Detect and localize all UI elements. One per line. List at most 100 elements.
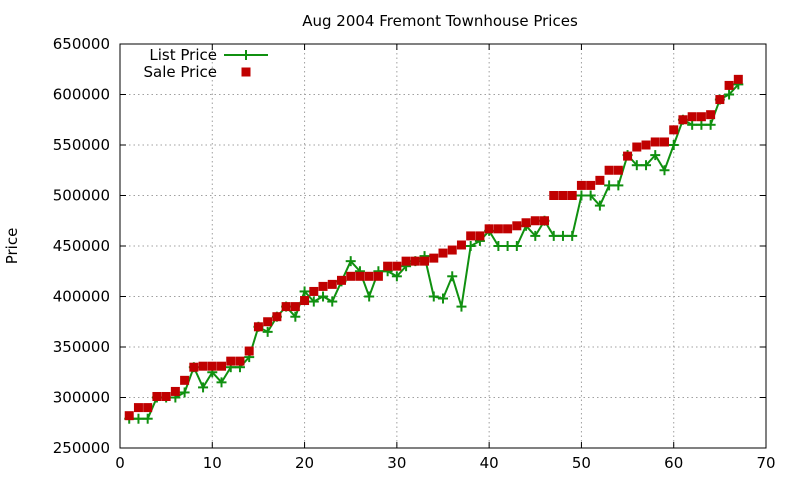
list-price-point [299, 286, 310, 297]
x-tick-label: 10 [203, 454, 222, 472]
sale-price-point [659, 137, 669, 147]
sale-price-point [281, 302, 291, 312]
y-tick-label: 600000 [53, 86, 110, 104]
sale-price-point [152, 391, 162, 401]
sale-price-point [420, 256, 430, 266]
legend-label-list-price: List Price [149, 46, 217, 64]
sale-price-point [466, 231, 476, 241]
y-tick-label: 300000 [53, 389, 110, 407]
list-price-point [447, 271, 458, 282]
sale-price-point [226, 356, 236, 366]
list-price-point [290, 311, 301, 322]
sale-price-point [503, 224, 513, 234]
sale-price-point [521, 218, 531, 228]
sale-price-point [383, 261, 393, 271]
series-sale-price [124, 74, 743, 421]
data-series [124, 74, 744, 424]
list-price-point [594, 200, 605, 211]
sale-price-point [124, 411, 134, 421]
sale-price-point [650, 137, 660, 147]
sale-price-point [549, 191, 559, 200]
list-price-point [142, 413, 153, 424]
axis-ticks: 0 10 20 30 40 50 60 70 250000 300000 350000 400000 4… [53, 35, 776, 472]
x-tick-label: 50 [572, 454, 591, 472]
y-tick-label: 400000 [53, 288, 110, 306]
x-tick-label: 70 [756, 454, 775, 472]
y-tick-label: 500000 [53, 187, 110, 205]
sale-price-point [493, 224, 503, 234]
sale-price-point [235, 356, 245, 366]
list-price-point [724, 89, 735, 100]
sale-price-point [355, 271, 365, 281]
x-tick-label: 60 [664, 454, 683, 472]
list-price-point [696, 119, 707, 130]
list-price-point [438, 293, 448, 304]
x-tick-label: 20 [295, 454, 314, 472]
list-price-point [705, 119, 716, 130]
sale-price-point [715, 95, 725, 105]
sale-price-point [217, 361, 227, 371]
series-list-price [124, 79, 744, 424]
sale-price-point [170, 386, 180, 396]
sale-price-point [540, 216, 550, 226]
list-price-point [318, 291, 329, 302]
list-price-point [530, 230, 541, 241]
sale-price-point [207, 361, 217, 371]
sale-price-point [447, 245, 457, 255]
sale-price-point [429, 253, 439, 263]
y-tick-label: 450000 [53, 237, 110, 255]
legend-marker-sale-price [241, 67, 251, 77]
sale-price-point [392, 261, 402, 271]
list-price-point [327, 296, 338, 307]
list-price-point [659, 165, 670, 176]
list-price-point [262, 326, 273, 337]
sale-price-point [373, 271, 383, 281]
y-tick-label: 250000 [53, 439, 110, 457]
list-price-point [641, 160, 652, 171]
sale-price-point [696, 112, 706, 122]
sale-price-point [290, 302, 300, 312]
list-price-point [364, 291, 375, 302]
sale-price-point [401, 256, 411, 266]
list-price-point [502, 241, 513, 251]
sale-price-point [687, 112, 697, 122]
list-price-point [576, 190, 587, 201]
sale-price-point [456, 240, 466, 250]
list-price-point [133, 413, 144, 424]
legend-marker-list-price [241, 50, 251, 60]
list-price-point [465, 241, 476, 251]
list-price-point [493, 241, 504, 251]
y-axis-label: Price [3, 228, 21, 265]
sale-price-point [641, 140, 651, 150]
list-price-point [428, 291, 439, 302]
sale-price-point [318, 281, 328, 291]
list-price-point [456, 301, 467, 312]
sale-price-point [475, 231, 485, 241]
sale-price-point [300, 296, 310, 306]
sale-price-point [604, 165, 614, 175]
sale-price-point [724, 80, 734, 90]
list-price-point [650, 150, 661, 161]
list-price-point [631, 160, 642, 171]
list-price-point [668, 140, 679, 150]
chart-title: Aug 2004 Fremont Townhouse Prices [302, 12, 578, 30]
sale-price-point [706, 110, 716, 120]
sale-price-point [133, 403, 143, 413]
sale-price-point [678, 115, 688, 125]
sale-price-point [161, 391, 171, 401]
sale-price-point [180, 375, 190, 385]
sale-price-point [530, 216, 540, 226]
legend: List Price Sale Price [144, 46, 268, 81]
list-price-point [585, 190, 596, 201]
sale-price-point [595, 175, 605, 185]
list-price-point [687, 119, 698, 130]
list-price-point [198, 382, 209, 393]
sale-price-point [586, 180, 596, 190]
sale-price-point [327, 279, 337, 289]
sale-price-point [143, 403, 153, 413]
sale-price-point [567, 191, 577, 200]
sale-price-point [512, 221, 522, 231]
